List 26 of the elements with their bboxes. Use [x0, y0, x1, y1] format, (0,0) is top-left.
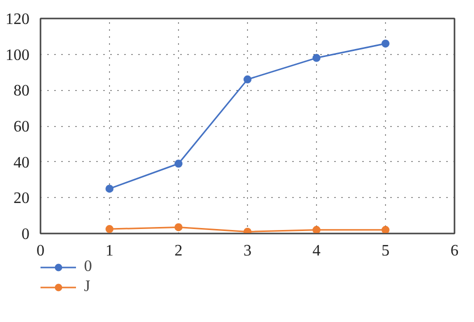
x-tick-label: 5: [382, 242, 390, 260]
y-tick-label: 0: [22, 226, 30, 243]
point: [244, 75, 252, 84]
y-tick-label: 40: [14, 154, 30, 172]
y-tick-label: 120: [6, 11, 30, 28]
point: [312, 226, 320, 234]
x-tick-label: 0: [36, 242, 44, 260]
point: [174, 223, 182, 232]
x-tick-label: 1: [106, 242, 114, 260]
point: [106, 184, 114, 193]
y-tick-label: 80: [14, 82, 30, 100]
y-tick-label: 60: [14, 118, 30, 136]
y-tick-label: 100: [6, 46, 30, 64]
legend-label: J: [84, 278, 92, 296]
y-tick-label: 20: [14, 190, 30, 208]
point: [382, 226, 390, 234]
x-tick-label: 3: [244, 242, 252, 260]
point: [174, 160, 182, 168]
x-tick-label: 6: [450, 242, 458, 260]
legend-label: 0: [84, 258, 93, 276]
point: [244, 228, 252, 234]
x-tick-label: 4: [312, 242, 320, 260]
point: [106, 225, 114, 234]
point: [312, 54, 320, 62]
point: [382, 40, 390, 48]
x-tick-label: 2: [174, 242, 182, 260]
